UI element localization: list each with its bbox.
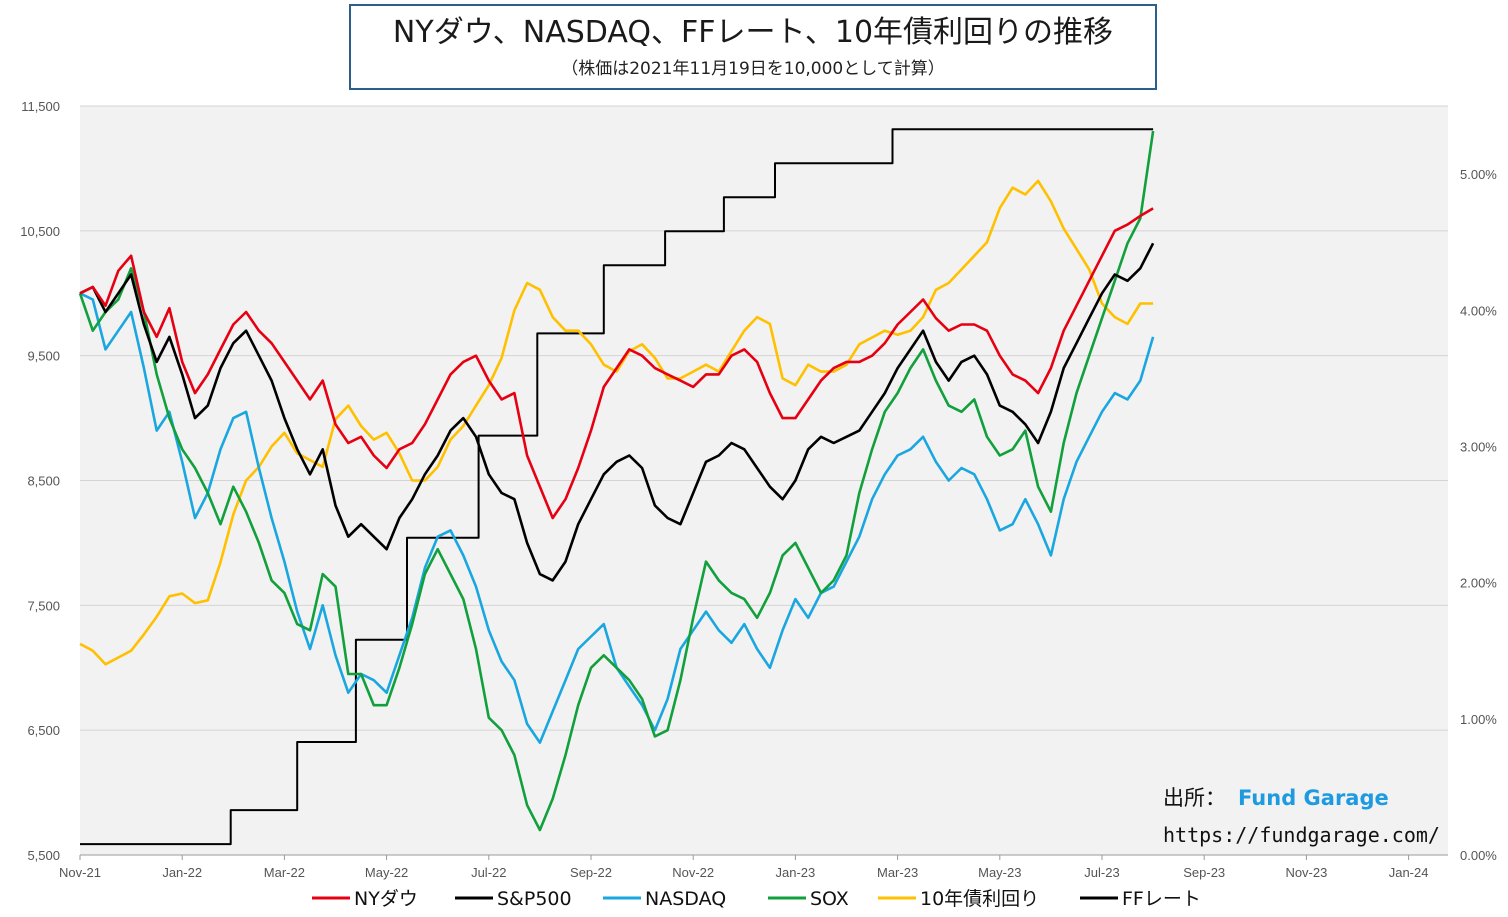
source-url: https://fundgarage.com/ bbox=[1163, 823, 1440, 847]
series-lines bbox=[78, 128, 1155, 846]
left-tick-label: 8,500 bbox=[27, 474, 60, 489]
left-tick-label: 10,500 bbox=[20, 224, 60, 239]
x-tick-label: Nov-22 bbox=[672, 865, 714, 880]
x-tick-label: Jan-23 bbox=[776, 865, 816, 880]
left-tick-label: 5,500 bbox=[27, 848, 60, 863]
source-label: 出所： bbox=[1163, 786, 1226, 810]
right-tick-label: 2.00% bbox=[1460, 576, 1497, 591]
series-line bbox=[80, 128, 1154, 846]
x-tick-label: Mar-22 bbox=[264, 865, 305, 880]
right-tick-label: 4.00% bbox=[1460, 303, 1497, 318]
x-tick-label: Jan-24 bbox=[1389, 865, 1429, 880]
legend-label: FFレート bbox=[1122, 888, 1201, 910]
legend: NYダウ S&P500 NASDAQ SOX 10年債利回り FFレート bbox=[312, 888, 1201, 910]
x-tick-label: Jan-22 bbox=[162, 865, 202, 880]
x-tick-label: May-23 bbox=[978, 865, 1021, 880]
series-line bbox=[78, 130, 1155, 832]
x-tick-label: Jul-23 bbox=[1084, 865, 1119, 880]
series-line bbox=[79, 207, 1154, 520]
left-tick-label: 11,500 bbox=[21, 99, 60, 114]
left-tick-label: 7,500 bbox=[27, 598, 60, 613]
legend-label: NYダウ bbox=[354, 888, 418, 910]
legend-label: 10年債利回り bbox=[920, 888, 1039, 910]
legend-label: NASDAQ bbox=[645, 888, 726, 910]
x-axis: Nov-21 Jan-22 Mar-22 May-22 Jul-22 Sep-22 Nov-… bbox=[59, 855, 1428, 880]
chart-title: NYダウ、NASDAQ、FFレート、10年債利回りの推移 bbox=[392, 15, 1114, 50]
legend-label: S&P500 bbox=[497, 888, 572, 910]
left-tick-label: 9,500 bbox=[27, 349, 60, 364]
x-tick-label: Jul-22 bbox=[471, 865, 506, 880]
x-tick-label: Mar-23 bbox=[877, 865, 918, 880]
chart-title-box: NYダウ、NASDAQ、FFレート、10年債利回りの推移 （株価は2021年11… bbox=[349, 4, 1157, 90]
x-tick-label: Sep-23 bbox=[1183, 865, 1225, 880]
x-tick-label: Sep-22 bbox=[570, 865, 612, 880]
grid-lines bbox=[80, 105, 1448, 856]
series-line bbox=[79, 242, 1155, 582]
source-name: Fund Garage bbox=[1238, 786, 1389, 810]
x-tick-label: May-22 bbox=[365, 865, 408, 880]
right-tick-label: 5.00% bbox=[1460, 167, 1497, 182]
x-tick-label: Nov-21 bbox=[59, 865, 101, 880]
right-tick-label: 1.00% bbox=[1460, 712, 1497, 727]
right-tick-label: 0.00% bbox=[1460, 848, 1497, 863]
right-tick-label: 3.00% bbox=[1460, 439, 1497, 454]
left-tick-label: 6,500 bbox=[27, 723, 60, 738]
left-axis: 5,500 6,500 7,500 8,500 9,500 10,500 11,500 bbox=[20, 99, 60, 863]
chart-subtitle: （株価は2021年11月19日を10,000として計算） bbox=[561, 59, 945, 79]
x-tick-label: Nov-23 bbox=[1285, 865, 1327, 880]
right-axis: 0.00% 1.00% 2.00% 3.00% 4.00% 5.00% bbox=[1460, 167, 1497, 863]
legend-label: SOX bbox=[810, 888, 849, 910]
